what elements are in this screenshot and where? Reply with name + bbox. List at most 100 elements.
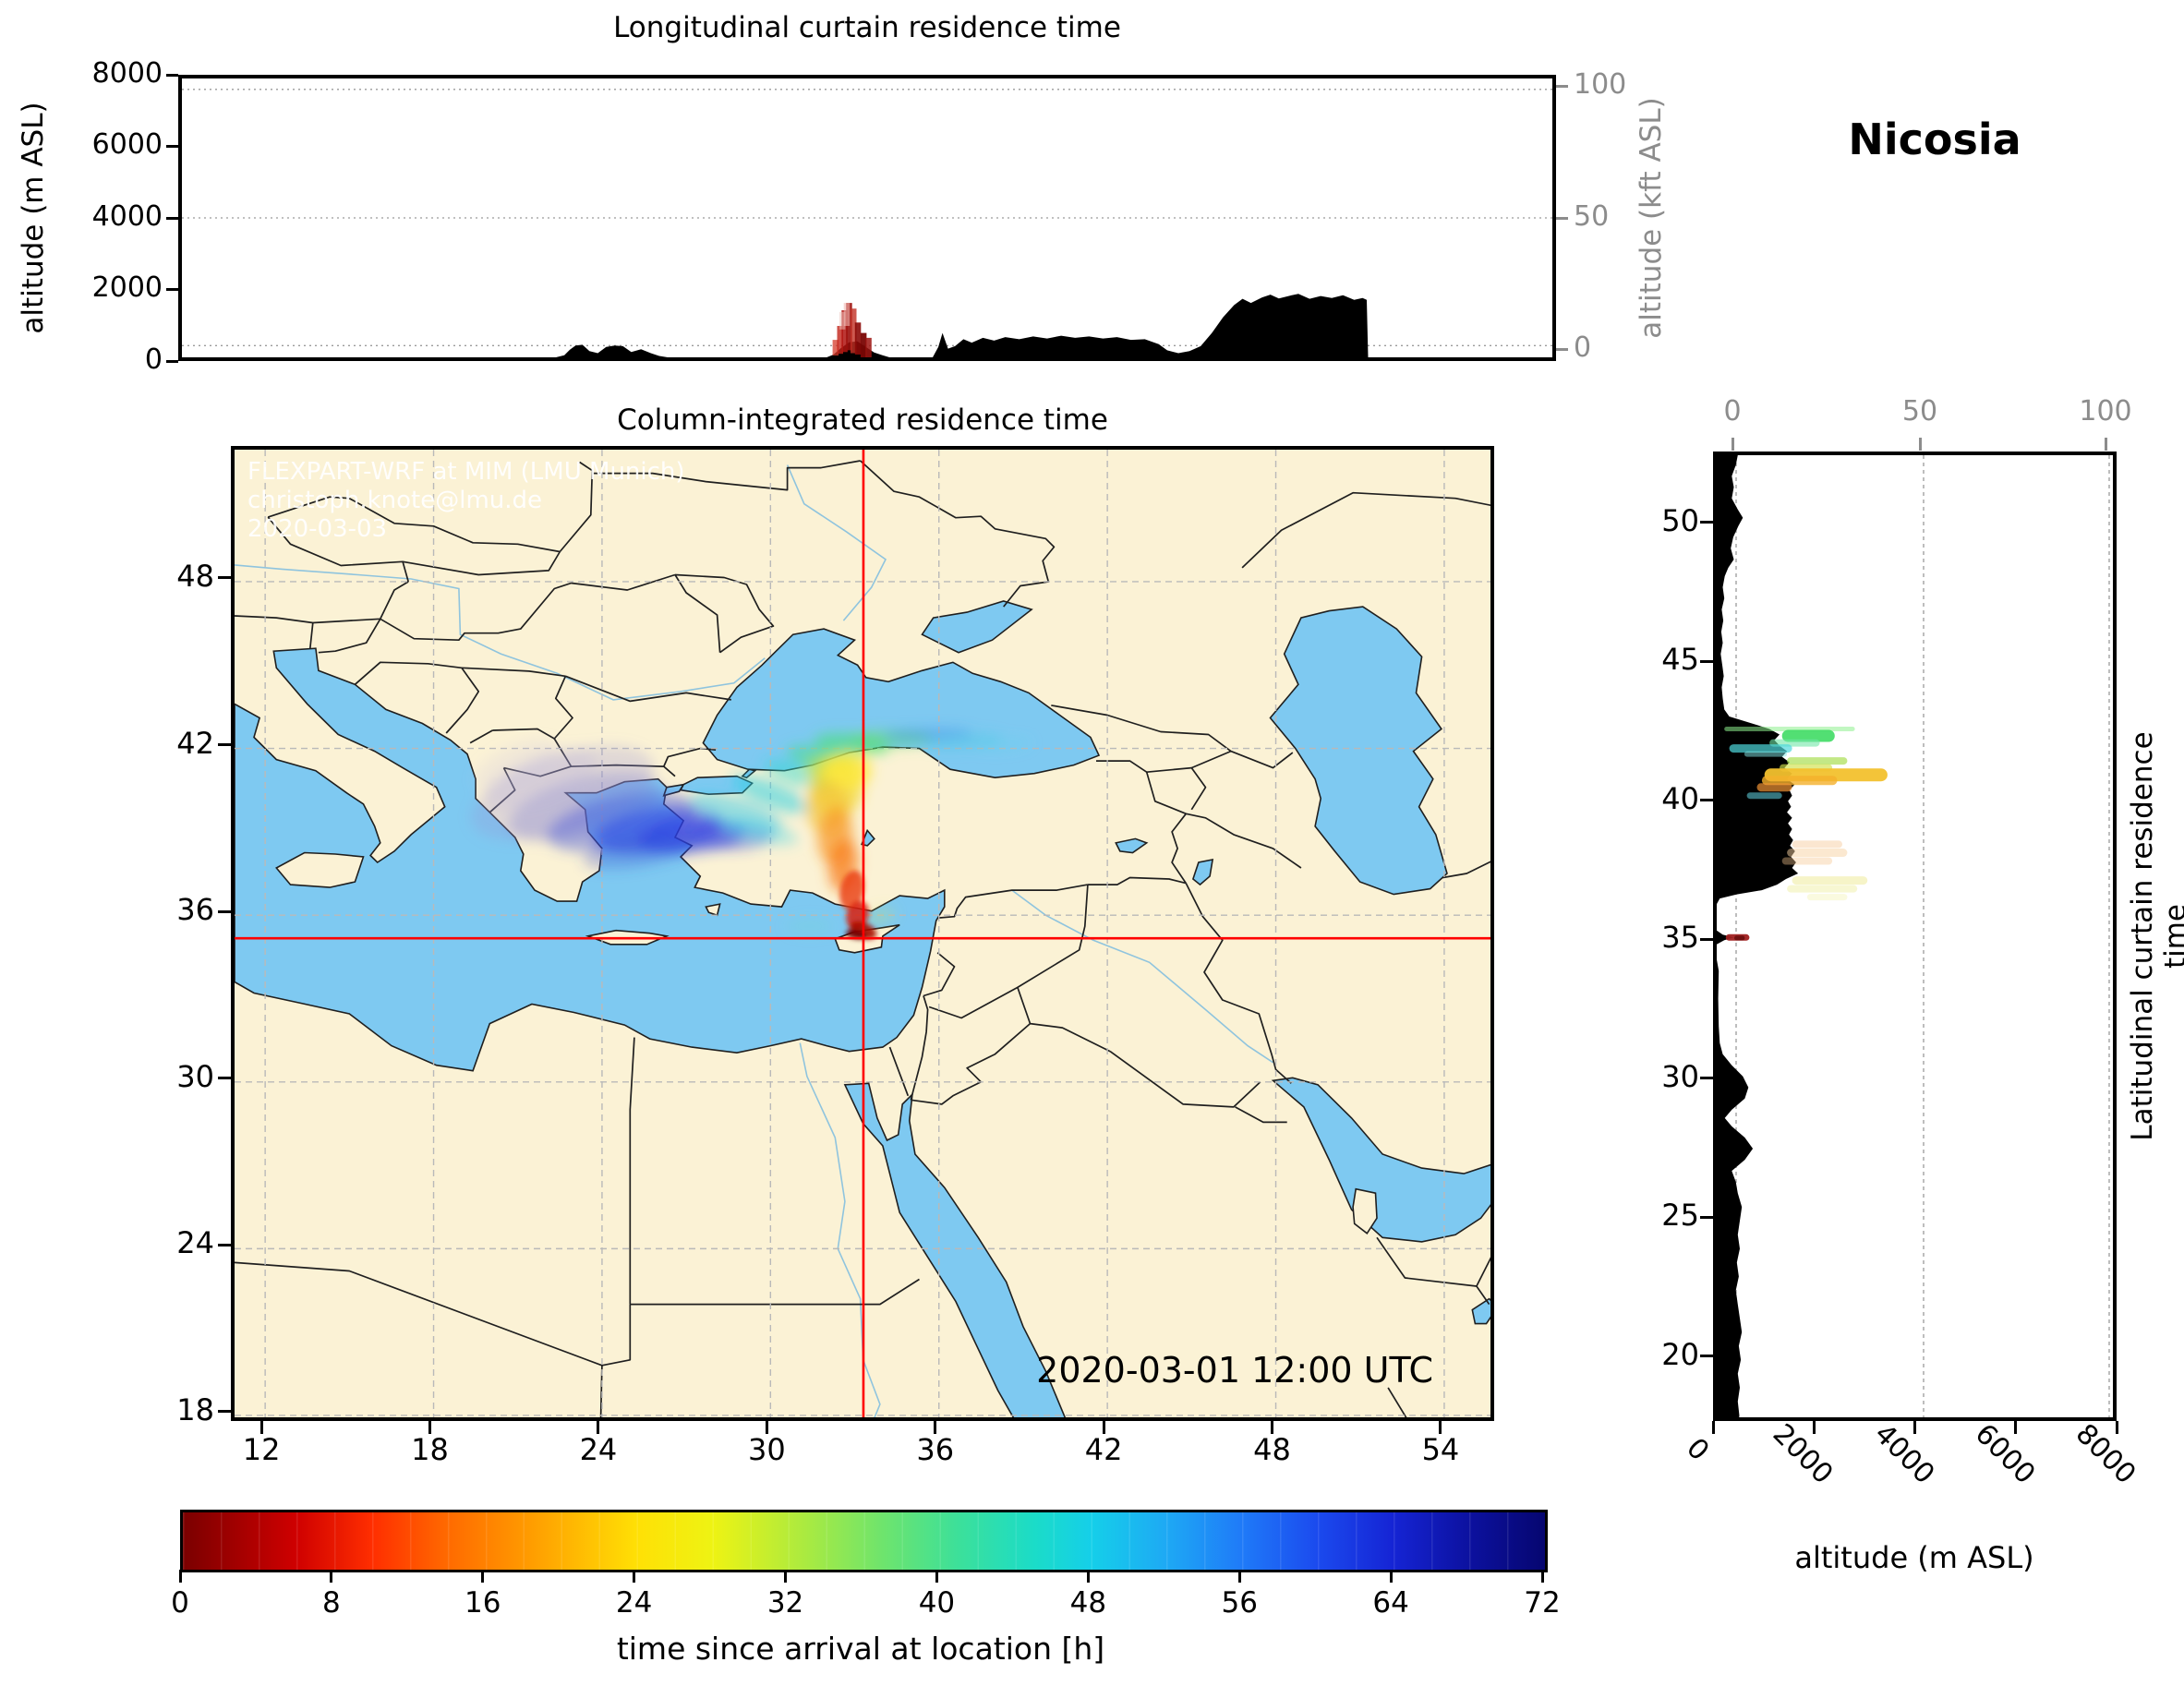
map-lat-tickmark bbox=[218, 743, 231, 747]
map-lat-tick: 18 bbox=[176, 1391, 214, 1427]
map-lon-tick: 42 bbox=[1084, 1432, 1123, 1467]
rp-alt-tickmark bbox=[1913, 1421, 1916, 1434]
colorbar-tickmark bbox=[784, 1570, 788, 1583]
top-ytick-left: 0 bbox=[144, 343, 163, 376]
map-lat-tick: 42 bbox=[176, 725, 214, 761]
colorbar-tick: 0 bbox=[171, 1586, 189, 1620]
rp-lat-tickmark bbox=[1700, 521, 1713, 524]
rp-lat-tick: 50 bbox=[1661, 502, 1699, 538]
rp-top-tick: 0 bbox=[1723, 395, 1742, 428]
watermark-line3: 2020-03-03 bbox=[247, 515, 388, 543]
top-ytick-right: 0 bbox=[1574, 331, 1592, 364]
map-lat-tickmark bbox=[218, 909, 231, 913]
top-ytick-left: 4000 bbox=[91, 200, 163, 233]
colorbar-tickmark bbox=[481, 1570, 485, 1583]
top-ytickmark-left bbox=[166, 74, 178, 77]
map-lat-tick: 36 bbox=[176, 892, 214, 928]
rp-alt-tickmark bbox=[1812, 1421, 1816, 1434]
rp-top-tick: 50 bbox=[1901, 395, 1938, 428]
map-lon-tickmark bbox=[597, 1421, 600, 1434]
rp-lat-tickmark bbox=[1700, 1077, 1713, 1080]
colorbar-label: time since arrival at location [h] bbox=[616, 1631, 1105, 1667]
colorbar-tick: 64 bbox=[1372, 1586, 1409, 1620]
map-lat-tickmark bbox=[218, 1077, 231, 1080]
map-lat-tickmark bbox=[218, 1243, 231, 1246]
colorbar-tick: 40 bbox=[918, 1586, 956, 1620]
map-lon-tickmark bbox=[934, 1421, 937, 1434]
map-lon-tick: 30 bbox=[747, 1432, 786, 1467]
rp-lat-tick: 40 bbox=[1661, 780, 1699, 816]
top-ytickmark-left bbox=[166, 288, 178, 291]
right-panel-xlabel: altitude (m ASL) bbox=[1794, 1540, 2034, 1575]
colorbar bbox=[180, 1510, 1548, 1572]
map-lat-tickmark bbox=[218, 1410, 231, 1414]
colorbar-tick: 32 bbox=[766, 1586, 804, 1620]
longitudinal-curtain-title: Longitudinal curtain residence time bbox=[613, 11, 1121, 44]
map-title: Column-integrated residence time bbox=[617, 403, 1108, 437]
rp-lat-tick: 25 bbox=[1661, 1198, 1699, 1234]
rp-alt-tickmark bbox=[2014, 1421, 2018, 1434]
rp-top-tickmark bbox=[2104, 438, 2107, 451]
colorbar-tickmark bbox=[178, 1570, 182, 1583]
colorbar-tick: 8 bbox=[322, 1586, 341, 1620]
colorbar-tick: 24 bbox=[615, 1586, 653, 1620]
colorbar-steps bbox=[183, 1512, 1545, 1570]
colorbar-tick: 56 bbox=[1221, 1586, 1258, 1620]
rp-lat-tick: 30 bbox=[1661, 1058, 1699, 1094]
rp-top-tickmark bbox=[1731, 438, 1734, 451]
rp-alt-tick: 8000 bbox=[2069, 1417, 2181, 1490]
top-ytick-left: 6000 bbox=[91, 128, 163, 161]
rp-lat-tickmark bbox=[1700, 937, 1713, 941]
map-lon-tickmark bbox=[1439, 1421, 1442, 1434]
rp-alt-tick: 0 bbox=[1680, 1432, 1725, 1469]
top-ytickmark-right bbox=[1556, 217, 1568, 220]
rp-lat-tick: 20 bbox=[1661, 1336, 1699, 1372]
colorbar-tick: 72 bbox=[1524, 1586, 1561, 1620]
map-lon-tickmark bbox=[765, 1421, 768, 1434]
map-lon-tick: 48 bbox=[1253, 1432, 1291, 1467]
map-lon-tick: 36 bbox=[916, 1432, 955, 1467]
rp-lat-tickmark bbox=[1700, 659, 1713, 663]
rp-lat-tickmark bbox=[1700, 799, 1713, 802]
top-ytickmark-left bbox=[166, 145, 178, 148]
map-lon-tick: 18 bbox=[411, 1432, 449, 1467]
right-panel-side-label: Latitudinal curtain residence time bbox=[2126, 731, 2184, 1141]
top-left-ylabel: altitude (m ASL) bbox=[17, 102, 50, 334]
watermark-line1: FLEXPART-WRF at MIM (LMU Munich) bbox=[247, 458, 685, 486]
rp-top-tick: 100 bbox=[2079, 395, 2132, 428]
colorbar-tickmark bbox=[1540, 1570, 1544, 1583]
map-lon-tick: 24 bbox=[579, 1432, 618, 1467]
map-lon-tick: 12 bbox=[242, 1432, 281, 1467]
map-lon-tickmark bbox=[1102, 1421, 1105, 1434]
colorbar-tickmark bbox=[1086, 1570, 1090, 1583]
longitudinal-curtain-plot bbox=[178, 75, 1556, 361]
rp-alt-tick-text: 0 bbox=[1680, 1431, 1716, 1468]
watermark: FLEXPART-WRF at MIM (LMU Munich) christo… bbox=[247, 458, 685, 544]
map-lat-tickmark bbox=[218, 576, 231, 580]
rp-lat-tick: 35 bbox=[1661, 920, 1699, 956]
rp-alt-tickmark bbox=[2115, 1421, 2118, 1434]
rp-alt-tickmark bbox=[1711, 1421, 1715, 1434]
map-timestamp: 2020-03-01 12:00 UTC bbox=[1036, 1350, 1433, 1391]
watermark-line2: christoph.knote@lmu.de bbox=[247, 487, 543, 514]
rp-lat-tickmark bbox=[1700, 1355, 1713, 1358]
colorbar-tickmark bbox=[1389, 1570, 1393, 1583]
rp-lat-tickmark bbox=[1700, 1215, 1713, 1219]
colorbar-tickmark bbox=[1237, 1570, 1241, 1583]
map-lon-tickmark bbox=[1271, 1421, 1274, 1434]
rp-alt-tick-text: 2000 bbox=[1766, 1417, 1840, 1491]
map-lon-tick: 54 bbox=[1421, 1432, 1460, 1467]
map-lon-tickmark bbox=[259, 1421, 263, 1434]
column-integrated-map bbox=[231, 446, 1494, 1421]
map-lat-tick: 24 bbox=[176, 1225, 214, 1261]
top-ytick-left: 8000 bbox=[91, 57, 163, 90]
rp-top-tickmark bbox=[1918, 438, 1922, 451]
map-lat-tick: 30 bbox=[176, 1058, 214, 1094]
colorbar-tick: 48 bbox=[1069, 1586, 1107, 1620]
colorbar-tick: 16 bbox=[465, 1586, 501, 1620]
rp-lat-tick: 45 bbox=[1661, 642, 1699, 678]
top-ytickmark-right bbox=[1556, 85, 1568, 88]
top-ytickmark-left bbox=[166, 217, 178, 220]
colorbar-tickmark bbox=[935, 1570, 938, 1583]
